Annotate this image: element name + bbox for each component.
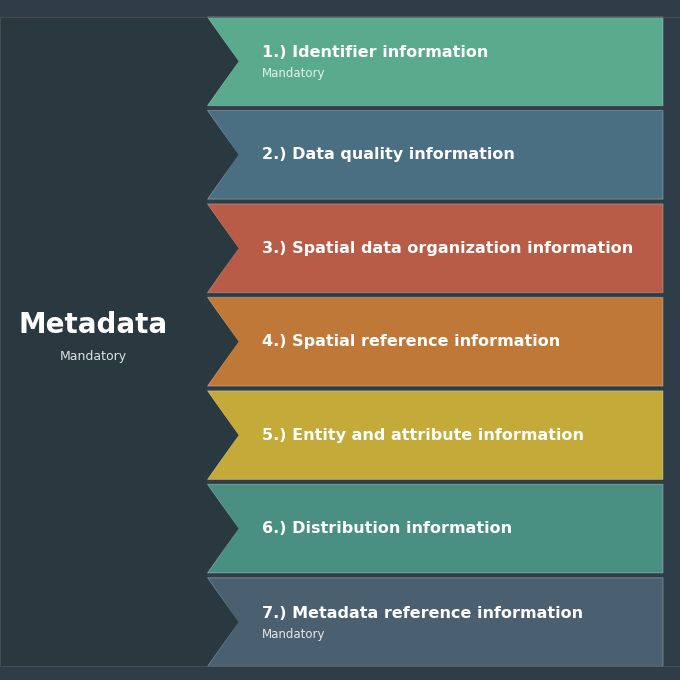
Text: Mandatory: Mandatory (60, 350, 127, 363)
Text: Mandatory: Mandatory (262, 628, 325, 641)
Text: 6.) Distribution information: 6.) Distribution information (262, 521, 512, 536)
Text: 7.) Metadata reference information: 7.) Metadata reference information (262, 606, 583, 621)
Text: 3.) Spatial data organization information: 3.) Spatial data organization informatio… (262, 241, 633, 256)
Polygon shape (207, 297, 239, 386)
Polygon shape (207, 204, 239, 292)
Text: 2.) Data quality information: 2.) Data quality information (262, 148, 515, 163)
Text: Mandatory: Mandatory (262, 67, 325, 80)
Polygon shape (207, 204, 663, 292)
Polygon shape (207, 578, 239, 666)
Bar (0, 17, 207, 666)
Polygon shape (207, 110, 663, 199)
Polygon shape (207, 110, 239, 199)
Polygon shape (207, 17, 663, 105)
Text: 4.) Spatial reference information: 4.) Spatial reference information (262, 334, 560, 350)
Polygon shape (207, 391, 239, 479)
Polygon shape (207, 17, 239, 105)
Polygon shape (207, 484, 239, 573)
Text: Metadata: Metadata (19, 311, 168, 339)
Text: 1.) Identifier information: 1.) Identifier information (262, 45, 488, 60)
Polygon shape (207, 297, 663, 386)
Polygon shape (207, 391, 663, 479)
Text: 5.) Entity and attribute information: 5.) Entity and attribute information (262, 428, 584, 443)
Polygon shape (207, 578, 663, 666)
Polygon shape (207, 484, 663, 573)
